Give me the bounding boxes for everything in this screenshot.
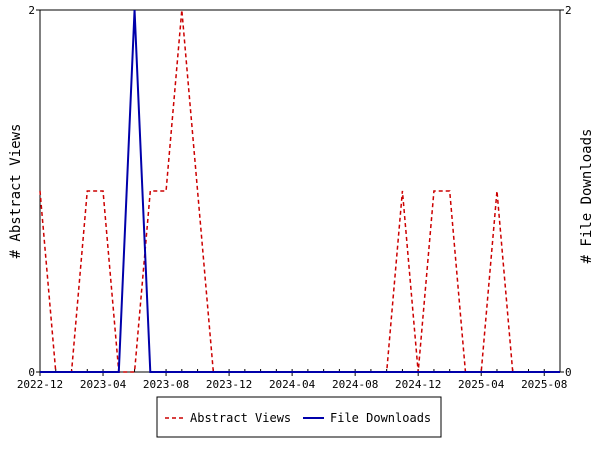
legend-label-file-downloads: File Downloads [330, 411, 431, 425]
y-left-tick-label: 2 [28, 4, 35, 17]
legend-box [156, 396, 442, 438]
x-tick-label: 2025-04 [458, 378, 505, 391]
plot-area-border [39, 9, 561, 373]
series-line-file-downloads [40, 9, 560, 373]
tick-layer: 2022-12 2023-04 2023-08 2023-12 2024-04 2024-… [17, 4, 572, 391]
x-tick-label: 2024-04 [269, 378, 316, 391]
y-right-tick-label: 0 [565, 366, 572, 379]
y-axis-left-title: # Abstract Views [8, 124, 24, 259]
series-line-abstract-views [39, 9, 560, 373]
x-tick-label: 2023-04 [80, 378, 127, 391]
x-tick-label: 2023-12 [206, 378, 252, 391]
series-layer [39, 9, 560, 373]
x-tick-label: 2022-12 [17, 378, 63, 391]
x-tick-label: 2025-08 [521, 378, 567, 391]
y-right-tick-label: 2 [565, 4, 572, 17]
y-left-tick-label: 0 [28, 366, 35, 379]
x-tick-label: 2024-08 [332, 378, 378, 391]
legend: Abstract Views File Downloads [156, 396, 442, 438]
y-axis-right-title: # File Downloads [579, 129, 595, 264]
legend-label-abstract-views: Abstract Views [190, 411, 291, 425]
plot-frame-layer [39, 9, 561, 373]
x-tick-label: 2023-08 [143, 378, 189, 391]
x-tick-label: 2024-12 [395, 378, 441, 391]
